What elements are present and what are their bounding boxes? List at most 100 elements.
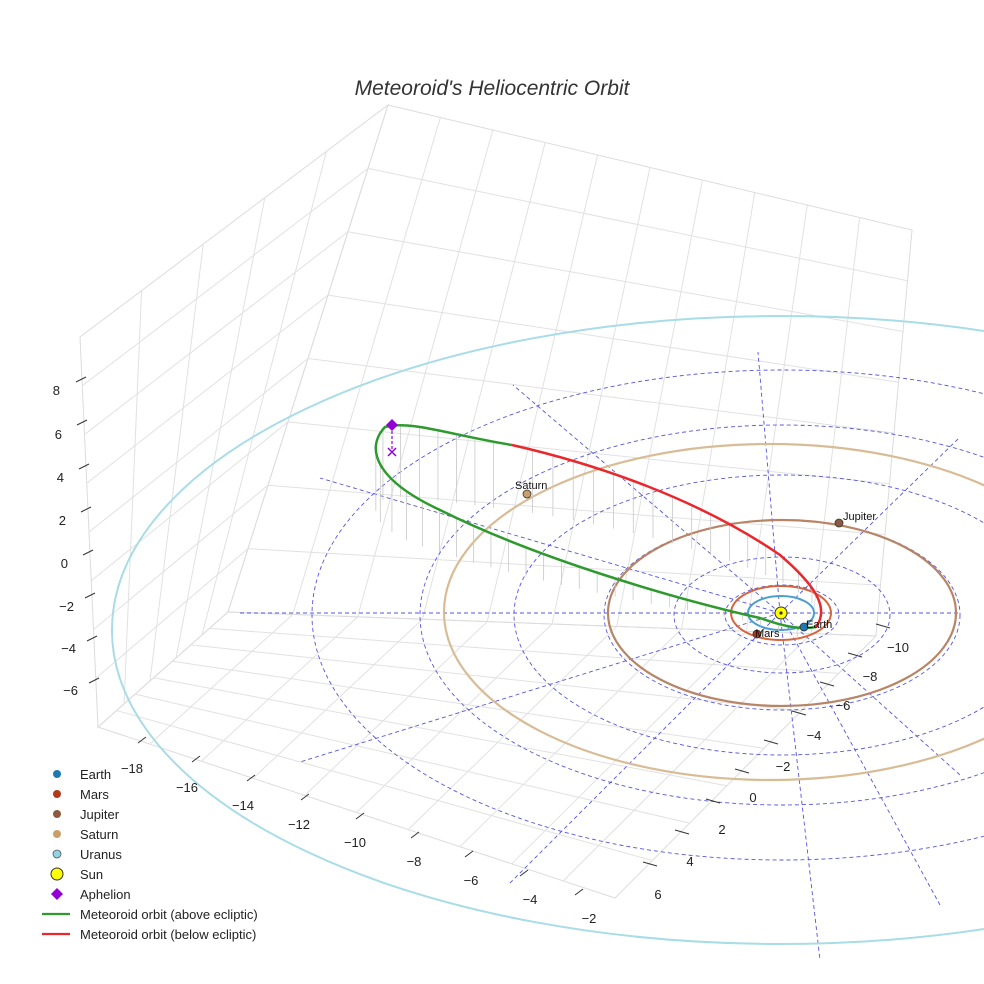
y-tick-mark [847, 652, 863, 658]
mars-legend-icon [40, 784, 74, 804]
x-tick-label: −6 [464, 873, 479, 888]
x-tick-label: −12 [288, 817, 310, 832]
saturn-orbit [442, 442, 984, 782]
ecliptic-grid-ring [603, 519, 961, 711]
back-grid-line [267, 484, 886, 535]
left-pane [79, 103, 389, 729]
x-tick-label: −10 [344, 835, 366, 850]
z-tick-label: −6 [63, 683, 78, 698]
left-grid [81, 151, 369, 705]
legend-label: Jupiter [80, 806, 120, 822]
z-tick-mark [86, 635, 98, 642]
z-tick-label: 0 [61, 556, 68, 571]
left-grid-line [175, 197, 266, 659]
x-tick-label: −2 [582, 911, 597, 926]
floor-pane [97, 611, 878, 899]
floor-grid-line [153, 677, 727, 787]
aphelion-projection-cross [387, 447, 397, 457]
legend-label: Mars [80, 786, 109, 802]
ecliptic-grid-line [779, 436, 961, 614]
floor-grid-line [511, 630, 747, 865]
legend-label: Uranus [80, 846, 122, 862]
back-grid-line [347, 231, 904, 332]
floor-grid-line [116, 710, 653, 862]
y-tick-mark [734, 768, 750, 774]
legend-item-sun[interactable]: Sun [40, 864, 300, 884]
z-tick-label: 8 [53, 383, 60, 398]
y-tick-label: −4 [807, 728, 822, 743]
y-tick-mark [875, 623, 891, 629]
back-grid-line [287, 421, 890, 485]
floor-grid-line [407, 626, 618, 830]
jupiter-marker [834, 518, 844, 528]
mars-marker [752, 629, 762, 639]
back-grid [247, 117, 908, 634]
z-tick-mark [75, 376, 87, 383]
y-tick-label: −2 [776, 759, 791, 774]
back-grid-line [327, 294, 899, 383]
floor-grid-line [459, 628, 682, 848]
earth-legend-icon [40, 764, 74, 784]
earth-marker [799, 622, 809, 632]
z-tick-label: 4 [57, 470, 64, 485]
ecliptic-grid-line [512, 384, 781, 614]
uranus-legend-icon [40, 844, 74, 864]
ecliptic-grid-ring [311, 369, 984, 861]
y-tick-mark [763, 739, 779, 745]
x-tick-label: −16 [176, 780, 198, 795]
x-tick-mark [519, 869, 529, 877]
y-tick-mark [674, 829, 690, 835]
x-tick-mark [574, 888, 584, 896]
x-tick-mark [300, 793, 310, 801]
left-grid-line [90, 421, 289, 582]
legend-item-orbit-below[interactable]: Meteoroid orbit (below ecliptic) [40, 924, 300, 944]
z-tick-mark [82, 549, 94, 556]
y-tick-mark [642, 861, 658, 867]
y-axis: 0 2 4 6 −2 −4 −6 −8 −10 [642, 623, 909, 902]
left-grid-line [84, 231, 349, 435]
floor-grid-line [149, 614, 294, 745]
legend-label: Meteoroid orbit (above ecliptic) [80, 906, 258, 922]
floor-grid-line [356, 623, 553, 813]
legend-item-earth[interactable]: Earth [40, 764, 300, 784]
ecliptic-grid-ring [419, 424, 984, 806]
saturn-label: Saturn [515, 480, 547, 492]
left-grid-line [86, 294, 329, 484]
z-tick-label: 2 [59, 513, 66, 528]
floor-grid [116, 614, 839, 882]
legend-item-jupiter[interactable]: Jupiter [40, 804, 300, 824]
back-grid-line [247, 548, 881, 586]
legend-item-orbit-above[interactable]: Meteoroid orbit (above ecliptic) [40, 904, 300, 924]
ecliptic-grid-line [319, 477, 781, 614]
chart-title: Meteoroid's Heliocentric Orbit [355, 77, 631, 100]
x-tick-label: −8 [407, 854, 422, 869]
back-grid-line [367, 167, 908, 282]
sun [774, 606, 788, 620]
legend-item-saturn[interactable]: Saturn [40, 824, 300, 844]
x-tick-mark [191, 755, 201, 763]
legend-item-mars[interactable]: Mars [40, 784, 300, 804]
floor-grid-line [209, 627, 839, 674]
floor-grid-line [201, 616, 358, 762]
x-tick-label: −18 [121, 761, 143, 776]
saturn-marker [522, 489, 532, 499]
z-tick-mark [76, 419, 88, 426]
y-tick-mark [791, 710, 807, 716]
legend-item-uranus[interactable]: Uranus [40, 844, 300, 864]
red-line-icon [40, 924, 74, 944]
sun-legend-icon [40, 864, 74, 884]
drop-lines [375, 425, 822, 639]
left-grid-line [149, 244, 204, 682]
earth-label: Earth [806, 619, 832, 631]
ecliptic-grid-ring [724, 584, 840, 646]
left-grid-line [95, 548, 249, 679]
left-grid-line [201, 151, 327, 636]
legend-item-aphelion[interactable]: Aphelion [40, 884, 300, 904]
floor-grid-line [135, 693, 690, 824]
back-grid-line [307, 358, 895, 434]
x-tick-mark [246, 774, 256, 782]
floor-grid-line [562, 633, 812, 882]
x-tick-mark [355, 812, 365, 820]
floor-grid-line [304, 621, 488, 796]
